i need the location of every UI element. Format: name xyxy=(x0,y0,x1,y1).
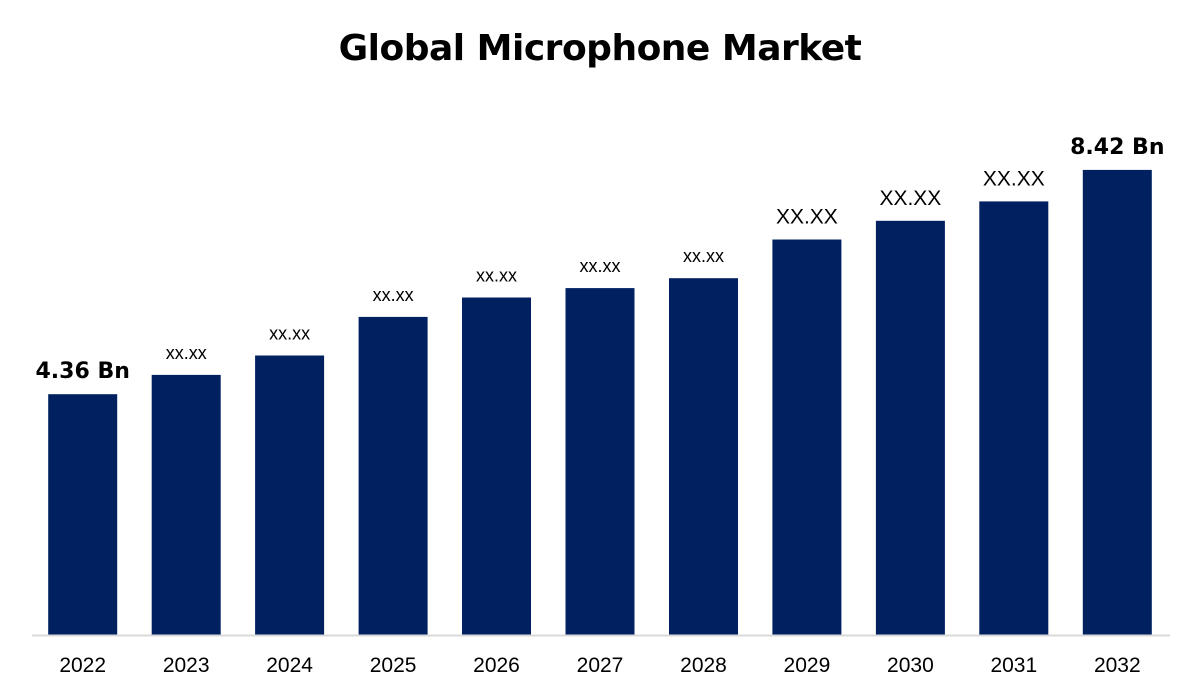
bar-2028 xyxy=(669,278,738,635)
bar-2023 xyxy=(151,374,221,635)
x-tick-2031: 2031 xyxy=(990,654,1037,675)
bar-2032 xyxy=(1082,169,1152,635)
x-tick-2022: 2022 xyxy=(59,654,106,675)
data-label-2025: xx.xx xyxy=(373,285,414,305)
x-tick-2025: 2025 xyxy=(370,654,417,675)
data-label-2029: XX.XX xyxy=(776,206,838,229)
bar-2024 xyxy=(255,355,325,635)
data-label-2030: XX.XX xyxy=(879,187,941,210)
x-tick-2024: 2024 xyxy=(266,654,313,675)
x-tick-2027: 2027 xyxy=(577,654,624,675)
bar-2031 xyxy=(979,201,1049,635)
x-tick-2029: 2029 xyxy=(784,654,831,675)
data-label-2028: xx.xx xyxy=(683,246,724,266)
data-label-2023: xx.xx xyxy=(166,343,207,363)
bar-2026 xyxy=(462,297,531,635)
chart-title: Global Microphone Market xyxy=(338,28,862,69)
x-tick-2030: 2030 xyxy=(887,654,934,675)
tick-labels-group: 2022 2023 2024 2025 2026 2027 2028 2029 2030 2031… xyxy=(59,654,1140,675)
x-tick-2026: 2026 xyxy=(473,654,520,675)
data-label-2022: 4.36 Bn xyxy=(36,359,130,384)
bar-2030 xyxy=(875,220,945,636)
bar-2022 xyxy=(48,394,118,635)
x-tick-2032: 2032 xyxy=(1094,654,1141,675)
bar-2025 xyxy=(358,316,428,635)
x-tick-2028: 2028 xyxy=(680,654,727,675)
bar-2029 xyxy=(772,239,842,635)
data-label-2027: xx.xx xyxy=(579,256,620,276)
data-label-2026: xx.xx xyxy=(476,266,517,286)
data-labels-group: 4.36 Bn xx.xx xx.xx xx.xx xx.xx xx.xx xx.xx XX.… xyxy=(36,135,1165,384)
bar-2027 xyxy=(565,288,635,635)
data-label-2032: 8.42 Bn xyxy=(1070,135,1164,160)
data-label-2031: XX.XX xyxy=(983,167,1045,190)
data-label-2024: xx.xx xyxy=(269,324,310,344)
x-tick-2023: 2023 xyxy=(163,654,210,675)
bars-group xyxy=(48,169,1152,636)
